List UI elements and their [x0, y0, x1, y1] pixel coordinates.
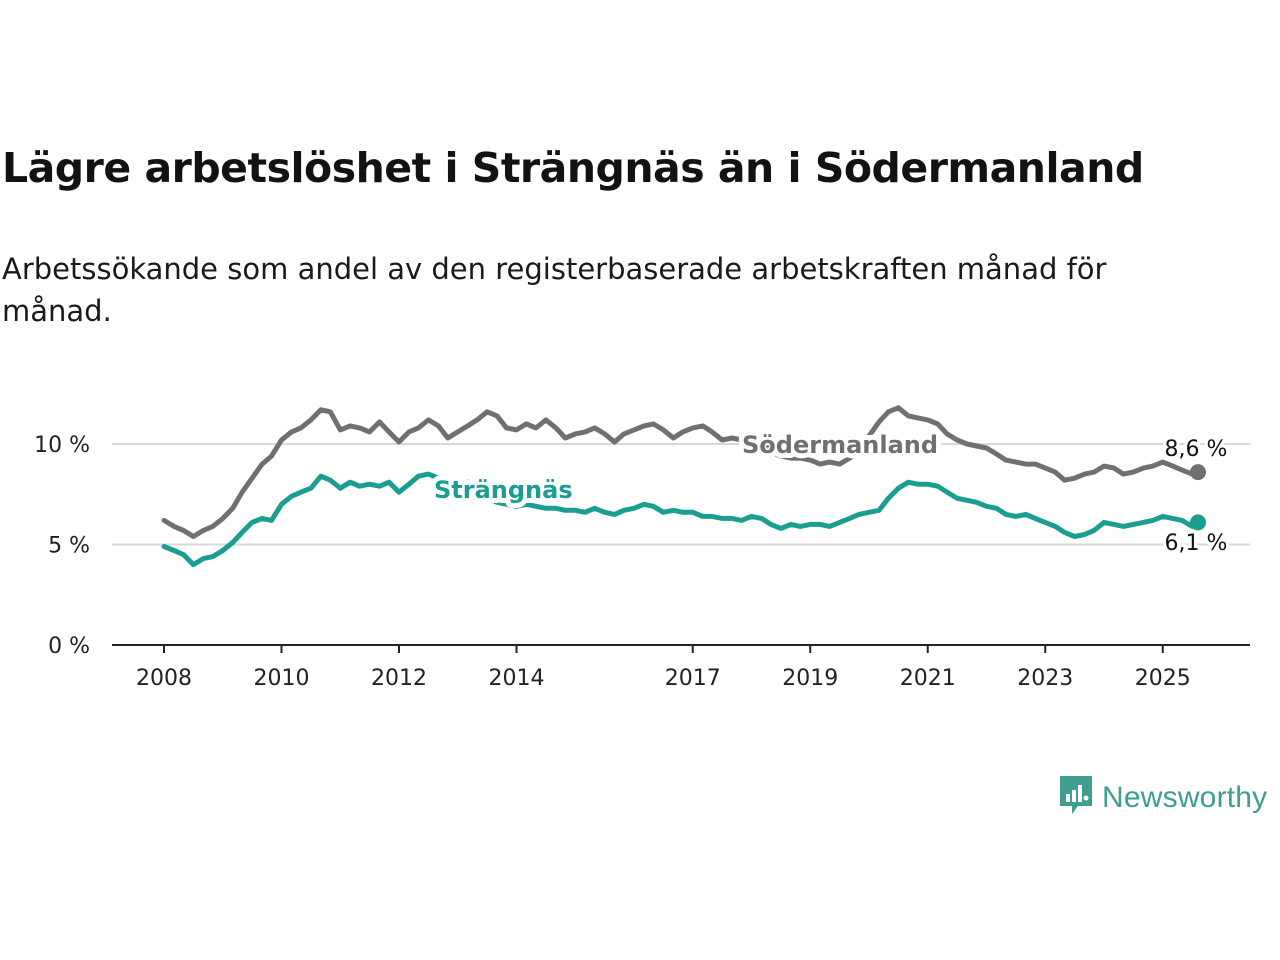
x-axis-ticks: 2008 2010 2012 2014 2017 2019 2021 2023 2025	[136, 645, 1191, 691]
end-value-label-sodermanland: 8,6 %	[1165, 437, 1228, 462]
x-tick-label: 2025	[1135, 666, 1191, 691]
end-point-marker	[1190, 514, 1206, 531]
series-line-strangnas	[161, 471, 1201, 568]
series-line-sodermanland	[161, 405, 1201, 539]
newsworthy-logo-icon	[1058, 772, 1094, 823]
x-tick-label: 2017	[665, 666, 721, 691]
y-tick-label: 10 %	[34, 433, 90, 458]
gridlines	[112, 443, 1250, 546]
brand-name: Newsworthy	[1102, 780, 1268, 814]
series-label-strangnas: Strängnäs	[434, 476, 573, 504]
series-lines	[161, 405, 1206, 568]
x-tick-label: 2019	[782, 666, 838, 691]
end-point-marker	[1190, 464, 1206, 481]
x-tick-label: 2008	[136, 666, 192, 691]
x-tick-label: 2021	[900, 666, 956, 691]
y-tick-label: 0 %	[48, 634, 90, 659]
brand-logo: Newsworthy	[1058, 772, 1267, 823]
x-tick-label: 2014	[489, 666, 545, 691]
x-tick-label: 2023	[1017, 666, 1073, 691]
y-axis-ticks: 0 % 5 % 10 %	[34, 433, 90, 659]
chart-subtitle: Arbetssökande som andel av den registerb…	[2, 252, 1107, 328]
chart-title: Lägre arbetslöshet i Strängnäs än i Söde…	[2, 144, 1144, 192]
series-label-sodermanland: Södermanland	[742, 431, 938, 459]
x-tick-label: 2010	[254, 666, 310, 691]
series-labels: Södermanland Strängnäs 8,6 % 6,1 %	[429, 426, 1230, 559]
y-tick-label: 5 %	[48, 534, 90, 559]
end-value-label-strangnas: 6,1 %	[1165, 531, 1228, 556]
x-tick-label: 2012	[371, 666, 427, 691]
